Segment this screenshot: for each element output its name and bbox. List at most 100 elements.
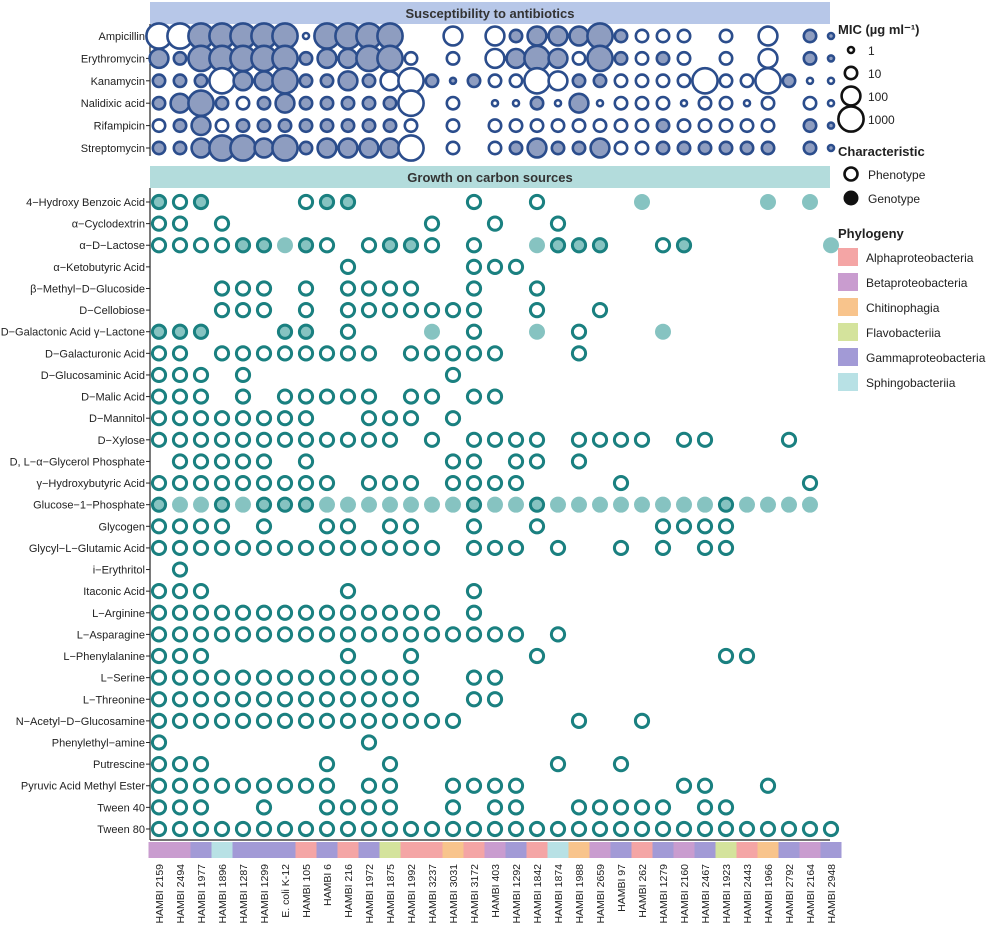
mic-circle-both bbox=[655, 50, 671, 66]
mic-legend-circle-10 bbox=[843, 65, 859, 81]
mic-circle-both bbox=[547, 47, 569, 70]
growth-phenotype-mark bbox=[150, 647, 168, 665]
growth-phenotype-mark bbox=[528, 820, 546, 838]
growth-phenotype-mark bbox=[171, 366, 189, 384]
growth-phenotype-mark bbox=[297, 388, 315, 405]
growth-phenotype-mark bbox=[276, 712, 294, 729]
growth-phenotype-mark bbox=[507, 474, 525, 492]
phylogeny-cell-hambi-2494 bbox=[169, 842, 191, 858]
growth-genotype-mark bbox=[739, 496, 755, 513]
phylogeny-cell-hambi-1292 bbox=[505, 842, 527, 858]
carbon-label-pyruvic-acid-methyl-ester: Pyruvic Acid Methyl Ester bbox=[21, 781, 145, 793]
strain-label-hambi-2159: HAMBI 2159 bbox=[154, 864, 166, 924]
mic-circle-phenotype bbox=[235, 95, 251, 111]
growth-phenotype-mark bbox=[213, 280, 231, 297]
mic-circle-phenotype bbox=[802, 95, 818, 111]
growth-phenotype-mark bbox=[297, 431, 315, 448]
growth-phenotype-mark bbox=[234, 474, 252, 492]
growth-phenotype-mark bbox=[654, 539, 672, 557]
growth-phenotype-mark bbox=[465, 323, 483, 340]
growth-both-mark bbox=[381, 237, 399, 254]
growth-phenotype-mark bbox=[339, 431, 357, 448]
growth-phenotype-mark bbox=[381, 604, 399, 621]
growth-phenotype-mark bbox=[297, 453, 315, 470]
growth-genotype-mark bbox=[802, 194, 818, 210]
growth-phenotype-mark bbox=[255, 626, 273, 643]
growth-genotype-mark bbox=[529, 323, 545, 340]
growth-phenotype-mark bbox=[192, 712, 210, 729]
mic-circle-both bbox=[172, 118, 188, 134]
mic-circle-both bbox=[298, 95, 314, 111]
phylogeny-legend-label-flavobacteriia: Flavobacteriia bbox=[866, 326, 941, 340]
phylogeny-cell-hambi-1279 bbox=[652, 842, 674, 858]
growth-phenotype-mark bbox=[444, 777, 462, 794]
growth-genotype-mark bbox=[781, 496, 797, 513]
growth-phenotype-mark bbox=[402, 474, 420, 492]
growth-phenotype-mark bbox=[318, 345, 336, 362]
carbon-label-glycogen: Glycogen bbox=[99, 521, 145, 533]
phylogeny-cell-hambi-216 bbox=[337, 842, 359, 858]
growth-phenotype-mark bbox=[339, 258, 357, 275]
growth-phenotype-mark bbox=[297, 691, 315, 708]
mic-circle-both bbox=[319, 95, 335, 111]
growth-phenotype-mark bbox=[528, 518, 546, 535]
growth-both-mark bbox=[297, 496, 315, 513]
growth-phenotype-mark bbox=[234, 691, 252, 708]
growth-phenotype-mark bbox=[696, 518, 714, 535]
mic-circle-phenotype bbox=[691, 66, 719, 95]
mic-circle-phenotype bbox=[718, 118, 734, 134]
growth-phenotype-mark bbox=[402, 669, 420, 686]
growth-phenotype-mark bbox=[528, 431, 546, 448]
growth-phenotype-mark bbox=[318, 799, 336, 816]
phylogeny-cell-hambi-2948 bbox=[820, 842, 842, 858]
growth-phenotype-mark bbox=[234, 431, 252, 448]
growth-phenotype-mark bbox=[234, 712, 252, 729]
mic-circle-both bbox=[568, 25, 590, 47]
growth-phenotype-mark bbox=[570, 431, 588, 448]
carbon-label-d-glucosaminic-acid: D−Glucosaminic Acid bbox=[41, 370, 145, 382]
phylogeny-legend-label-chitinophagia: Chitinophagia bbox=[866, 301, 940, 315]
growth-both-mark bbox=[192, 323, 210, 340]
growth-both-mark bbox=[402, 237, 420, 254]
mic-circle-both bbox=[187, 89, 215, 118]
phylogeny-cell-hambi-1299 bbox=[253, 842, 275, 858]
phylogeny-cell-hambi-2443 bbox=[736, 842, 758, 858]
growth-both-mark bbox=[591, 237, 609, 254]
characteristic-legend-genotype-icon bbox=[843, 190, 859, 206]
growth-phenotype-mark bbox=[444, 626, 462, 643]
growth-phenotype-mark bbox=[486, 215, 504, 232]
growth-phenotype-mark bbox=[717, 539, 735, 557]
growth-phenotype-mark bbox=[654, 799, 672, 816]
growth-phenotype-mark bbox=[276, 431, 294, 448]
growth-genotype-mark bbox=[424, 323, 440, 340]
growth-phenotype-mark bbox=[276, 604, 294, 621]
growth-phenotype-mark bbox=[192, 799, 210, 816]
growth-phenotype-mark bbox=[465, 193, 483, 211]
growth-phenotype-mark bbox=[171, 647, 189, 665]
growth-phenotype-mark bbox=[297, 302, 315, 319]
growth-phenotype-mark bbox=[171, 431, 189, 448]
mic-circle-phenotype bbox=[442, 25, 464, 47]
growth-phenotype-mark bbox=[192, 518, 210, 535]
mic-circle-both bbox=[382, 118, 398, 134]
mic-circle-phenotype bbox=[445, 118, 461, 134]
phylogeny-legend-swatch-alphaproteobacteria bbox=[838, 248, 858, 266]
carbon-label-glucose-1-phosphate: Glucose−1−Phosphate bbox=[33, 500, 145, 512]
mic-circle-both bbox=[337, 70, 359, 92]
growth-phenotype-mark bbox=[486, 539, 504, 557]
growth-genotype-mark bbox=[676, 496, 692, 513]
growth-phenotype-mark bbox=[192, 669, 210, 686]
growth-phenotype-mark bbox=[486, 799, 504, 816]
mic-circle-both bbox=[568, 92, 590, 114]
growth-phenotype-mark bbox=[591, 820, 609, 838]
growth-phenotype-mark bbox=[276, 539, 294, 557]
growth-phenotype-mark bbox=[402, 712, 420, 729]
growth-phenotype-mark bbox=[276, 474, 294, 492]
growth-phenotype-mark bbox=[486, 474, 504, 492]
carbon-label-glycyl-l-glutamic-acid: Glycyl−L−Glutamic Acid bbox=[29, 543, 145, 555]
mic-circle-both bbox=[337, 137, 359, 159]
growth-phenotype-mark bbox=[234, 820, 252, 838]
growth-phenotype-mark bbox=[297, 712, 315, 729]
mic-circle-both bbox=[172, 50, 188, 66]
